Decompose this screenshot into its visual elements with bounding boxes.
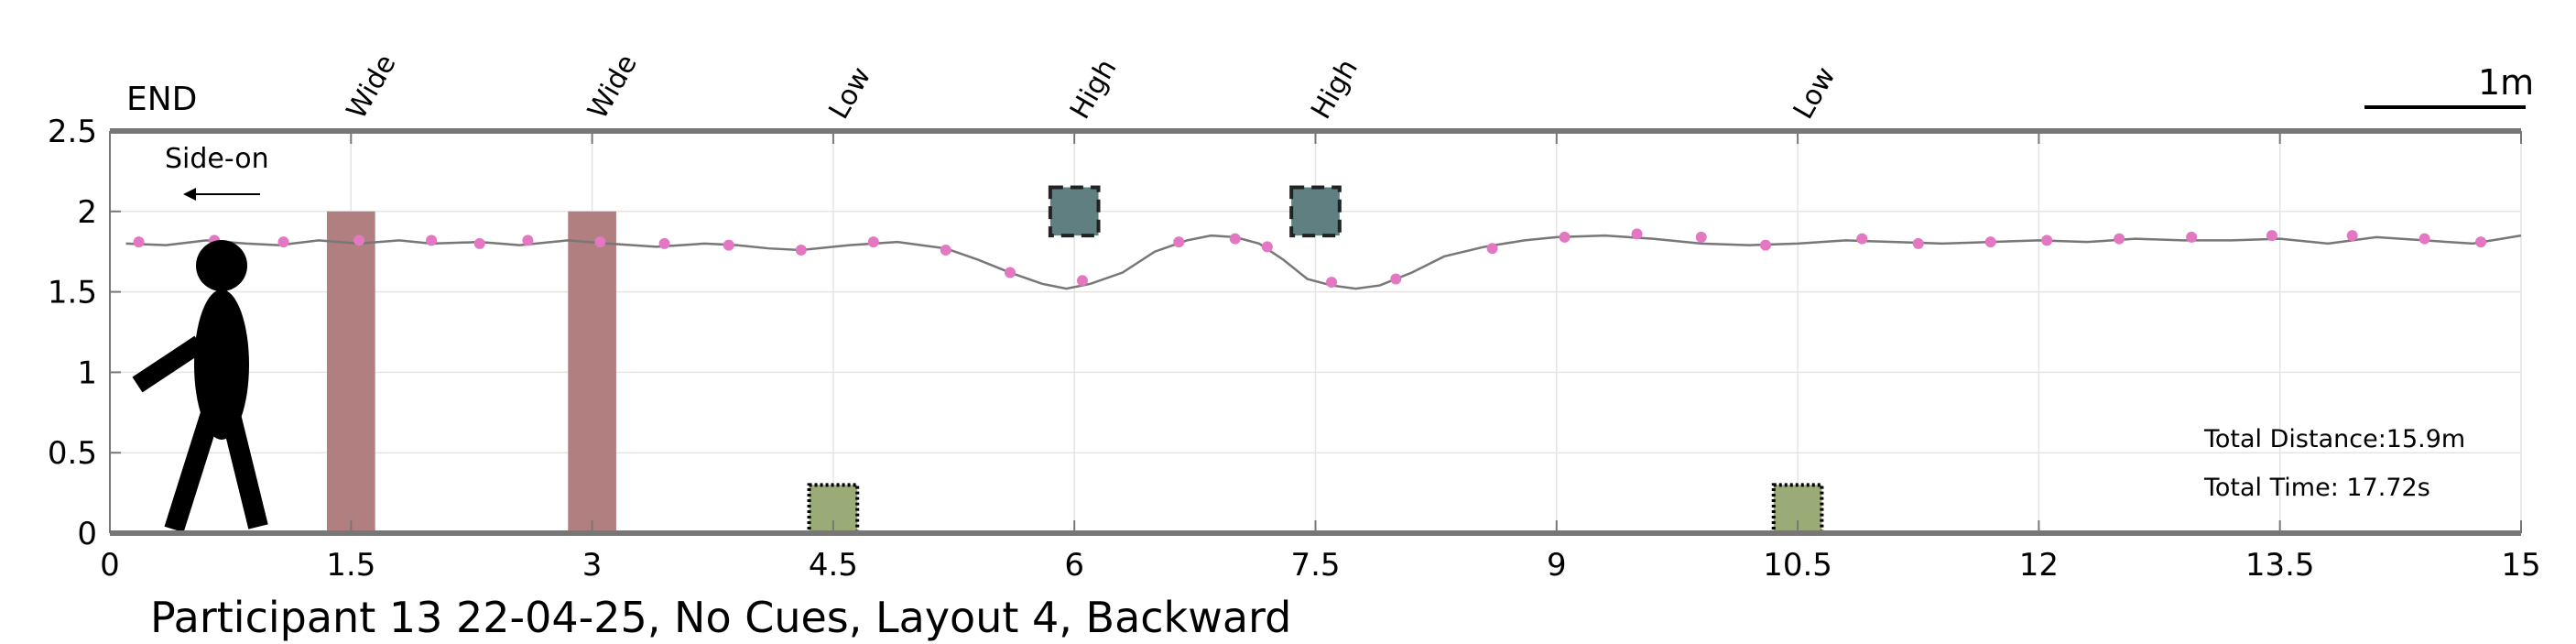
- step-marker: [1984, 236, 1996, 248]
- x-tick-labels: 0 1.5 3 4.5 6 7.5 9 10.5 12 13.5 15: [100, 547, 2540, 584]
- step-marker: [2266, 230, 2277, 242]
- step-marker: [2186, 231, 2198, 243]
- step-marker: [1229, 233, 1241, 245]
- step-marker: [1390, 273, 1402, 285]
- y-tick-label: 0.5: [48, 435, 97, 472]
- x-tick-label: 0: [100, 547, 120, 584]
- step-marker: [1004, 267, 1016, 278]
- step-marker: [1173, 236, 1185, 248]
- step-marker: [1486, 243, 1498, 255]
- obstacle-label: Wide: [341, 49, 403, 125]
- obstacle-label: Wide: [582, 49, 644, 125]
- step-marker: [1326, 277, 1338, 289]
- step-marker: [277, 236, 289, 248]
- x-tick-label: 13.5: [2245, 547, 2315, 584]
- obstacle-label: High: [1305, 54, 1364, 125]
- y-tick-label: 2: [77, 194, 97, 231]
- step-marker: [1912, 237, 1924, 249]
- obstacle-labels: Wide Wide Low High High Low: [341, 49, 1842, 125]
- x-tick-label: 7.5: [1290, 547, 1340, 584]
- step-marker: [867, 236, 879, 248]
- step-marker: [2418, 233, 2430, 245]
- x-tick-label: 9: [1547, 547, 1567, 584]
- step-marker: [473, 237, 485, 249]
- scale-bar-label: 1m: [2478, 62, 2534, 103]
- walker-figure-icon: [132, 240, 268, 533]
- x-tick-label: 12: [2019, 547, 2059, 584]
- step-marker: [133, 236, 145, 248]
- step-marker: [1261, 241, 1273, 253]
- obstacle-high-box: [1048, 185, 1101, 238]
- step-marker: [1856, 233, 1868, 245]
- step-marker: [2041, 235, 2053, 246]
- step-marker: [1759, 239, 1771, 251]
- y-tick-label: 1: [77, 355, 97, 391]
- obstacle-wide-bar: [568, 211, 616, 534]
- y-tick-labels: 0 0.5 1 1.5 2 2.5: [48, 114, 97, 552]
- step-marker: [353, 235, 365, 246]
- step-marker: [426, 235, 438, 246]
- axes: [109, 128, 2522, 536]
- obstacle-label: High: [1064, 54, 1124, 125]
- direction-label: Side-on: [165, 143, 269, 175]
- obstacle-label: Low: [1788, 61, 1842, 125]
- x-tick-label: 3: [582, 547, 603, 584]
- step-marker: [2114, 233, 2125, 245]
- total-time-text: Total Time: 17.72s: [2203, 474, 2430, 502]
- step-marker: [1695, 231, 1707, 243]
- obstacle-label: Low: [823, 61, 878, 125]
- step-marker: [2475, 236, 2487, 248]
- step-marker: [940, 244, 951, 256]
- step-marker: [723, 239, 734, 251]
- step-marker: [658, 237, 670, 249]
- x-tick-label: 6: [1064, 547, 1084, 584]
- step-marker: [1076, 275, 1088, 287]
- step-marker: [522, 235, 534, 246]
- x-tick-label: 1.5: [326, 547, 375, 584]
- direction-arrow-icon: [183, 188, 260, 201]
- step-marker: [2346, 230, 2358, 242]
- step-marker: [594, 236, 606, 248]
- walking-path: [125, 228, 2522, 290]
- total-distance-text: Total Distance:15.9m: [2203, 425, 2465, 453]
- obstacles: [326, 185, 1824, 536]
- end-label: END: [126, 81, 197, 118]
- x-tick-label: 4.5: [809, 547, 858, 584]
- obstacle-wide-bar: [326, 211, 375, 534]
- step-marker: [1559, 231, 1571, 243]
- y-tick-label: 0: [77, 516, 97, 552]
- chart-caption: Participant 13 22-04-25, No Cues, Layout…: [150, 593, 1291, 642]
- x-tick-label: 15: [2501, 547, 2540, 584]
- step-marker: [1631, 228, 1643, 240]
- y-tick-label: 1.5: [48, 275, 97, 311]
- step-marker: [795, 244, 807, 256]
- x-tick-label: 10.5: [1763, 547, 1832, 584]
- walking-path-line: [125, 234, 2522, 290]
- obstacle-high-box: [1289, 185, 1342, 238]
- y-tick-label: 2.5: [48, 114, 97, 150]
